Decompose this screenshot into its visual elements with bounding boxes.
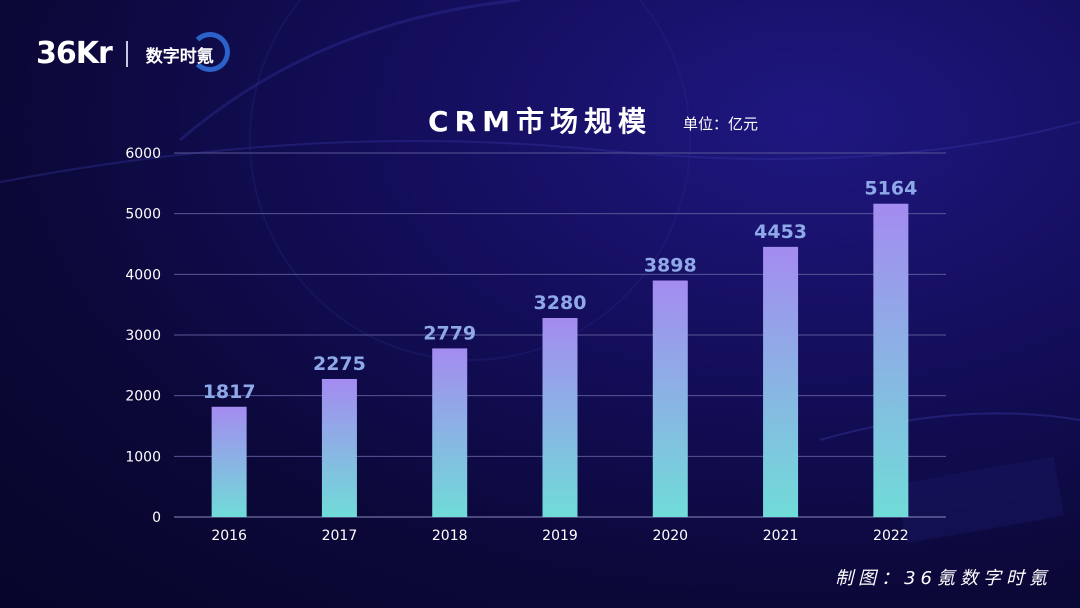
y-tick-label: 5000 [125, 207, 161, 223]
data-label-2020: 3898 [644, 255, 697, 277]
y-tick-label: 2000 [125, 389, 161, 405]
data-label-2022: 5164 [864, 178, 917, 200]
bar-2016 [211, 406, 247, 517]
bar-2021 [763, 246, 799, 518]
brand-sub-text: 数字时氪 [145, 46, 214, 67]
x-tick-label-2019: 2019 [542, 528, 578, 544]
y-tick-label: 6000 [125, 146, 161, 162]
chart-credit: 制图：36氪数字时氪 [835, 568, 1052, 589]
y-tick-label: 1000 [125, 449, 161, 465]
x-tick-label-2017: 2017 [322, 528, 358, 544]
x-tick-label-2022: 2022 [873, 528, 909, 544]
data-label-2016: 1817 [203, 381, 256, 403]
data-label-2017: 2275 [313, 353, 366, 375]
y-tick-label: 0 [152, 510, 161, 526]
y-tick-label: 4000 [125, 267, 161, 283]
bar-2017 [321, 378, 357, 517]
bar-2022 [873, 203, 909, 517]
x-tick-label-2016: 2016 [211, 528, 247, 544]
chart-title: CRM市场规模 [428, 105, 652, 138]
data-label-2018: 2779 [423, 322, 476, 344]
x-tick-label-2018: 2018 [432, 528, 468, 544]
chart-unit: 单位：亿元 [683, 115, 759, 133]
x-tick-label-2020: 2020 [652, 528, 688, 544]
brand-divider [125, 41, 128, 67]
data-label-2019: 3280 [534, 292, 587, 314]
data-label-2021: 4453 [754, 221, 807, 243]
bar-2019 [542, 318, 578, 517]
brand-sub-logo: 数字时氪 [142, 31, 230, 72]
x-tick-label-2021: 2021 [763, 528, 799, 544]
chart-title-wrap: CRM市场规模 [0, 100, 1080, 140]
bar-2020 [652, 280, 688, 517]
36kr-logo: 36Kr [36, 36, 113, 71]
brand-header: 36Kr 数字时氪 [36, 31, 230, 76]
brand-ring-icon [189, 31, 230, 72]
bar-2018 [432, 348, 468, 517]
y-tick-label: 3000 [125, 328, 161, 344]
